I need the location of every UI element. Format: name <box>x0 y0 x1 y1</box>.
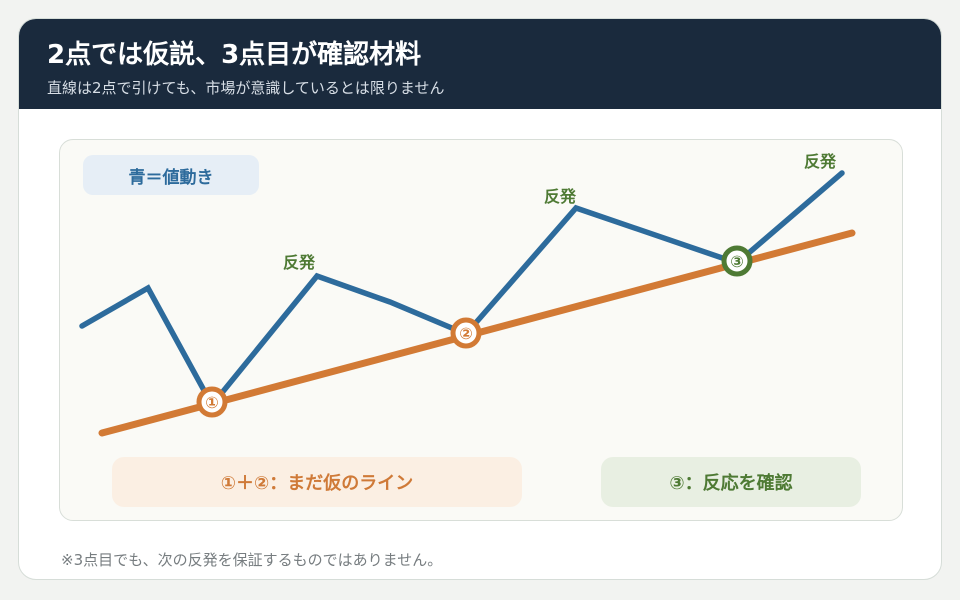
header: 2点では仮説、3点目が確認材料 直線は2点で引けても、市場が意識しているとは限り… <box>19 19 941 109</box>
diagram-svg: 反発 反発 反発 ① ② ③ <box>79 152 856 437</box>
diagram-panel: 反発 反発 反発 ① ② ③ 青＝値動き ①＋②：まだ仮のライン ③：反応を確認 <box>59 139 903 521</box>
touch-point-1: ① <box>196 386 228 418</box>
rebound-label-3: 反発 <box>804 152 837 171</box>
footnote: ※3点目でも、次の反発を保証するものではありません。 <box>61 551 443 569</box>
provisional-line-note: ①＋②：まだ仮のライン <box>112 457 522 507</box>
page-subtitle: 直線は2点で引けても、市場が意識しているとは限りません <box>47 79 445 97</box>
touch-point-3: ③ <box>721 245 753 277</box>
rebound-label-2: 反発 <box>544 187 577 206</box>
legend-badge: 青＝値動き <box>83 155 259 195</box>
card: 2点では仮説、3点目が確認材料 直線は2点で引けても、市場が意識しているとは限り… <box>18 18 942 580</box>
page-title: 2点では仮説、3点目が確認材料 <box>47 40 422 70</box>
touch-point-2: ② <box>450 317 482 349</box>
confirmation-note: ③：反応を確認 <box>601 457 861 507</box>
touch-point-3-label: ③ <box>730 252 744 271</box>
touch-point-2-label: ② <box>459 324 473 343</box>
rebound-label-1: 反発 <box>283 253 316 272</box>
price-line <box>79 170 845 410</box>
touch-point-1-label: ① <box>205 393 219 412</box>
